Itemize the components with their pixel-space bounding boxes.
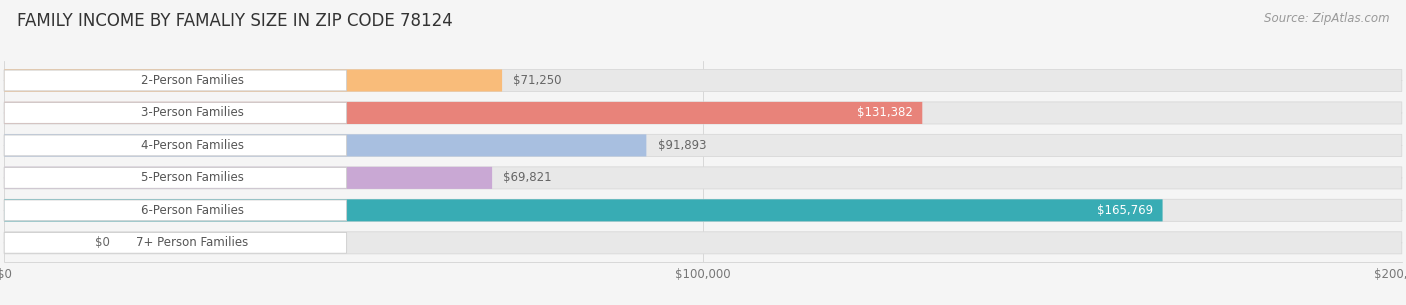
Text: $0: $0 bbox=[96, 236, 110, 249]
FancyBboxPatch shape bbox=[4, 102, 1402, 124]
FancyBboxPatch shape bbox=[4, 70, 1402, 92]
FancyBboxPatch shape bbox=[4, 102, 347, 123]
Text: 5-Person Families: 5-Person Families bbox=[141, 171, 245, 185]
Text: Source: ZipAtlas.com: Source: ZipAtlas.com bbox=[1264, 12, 1389, 25]
FancyBboxPatch shape bbox=[4, 200, 347, 221]
FancyBboxPatch shape bbox=[4, 199, 1402, 221]
Text: $71,250: $71,250 bbox=[513, 74, 562, 87]
FancyBboxPatch shape bbox=[4, 135, 1402, 156]
Text: $91,893: $91,893 bbox=[658, 139, 706, 152]
Text: FAMILY INCOME BY FAMALIY SIZE IN ZIP CODE 78124: FAMILY INCOME BY FAMALIY SIZE IN ZIP COD… bbox=[17, 12, 453, 30]
Text: 7+ Person Families: 7+ Person Families bbox=[136, 236, 249, 249]
Text: 6-Person Families: 6-Person Families bbox=[141, 204, 245, 217]
FancyBboxPatch shape bbox=[4, 167, 347, 188]
FancyBboxPatch shape bbox=[4, 199, 1163, 221]
Text: 4-Person Families: 4-Person Families bbox=[141, 139, 245, 152]
Text: $69,821: $69,821 bbox=[503, 171, 553, 185]
FancyBboxPatch shape bbox=[4, 135, 647, 156]
FancyBboxPatch shape bbox=[4, 232, 347, 253]
Text: $131,382: $131,382 bbox=[856, 106, 912, 120]
Text: 2-Person Families: 2-Person Families bbox=[141, 74, 245, 87]
Text: $165,769: $165,769 bbox=[1097, 204, 1153, 217]
FancyBboxPatch shape bbox=[4, 70, 502, 92]
FancyBboxPatch shape bbox=[4, 167, 492, 189]
FancyBboxPatch shape bbox=[4, 135, 347, 156]
FancyBboxPatch shape bbox=[4, 70, 347, 91]
Text: 3-Person Families: 3-Person Families bbox=[141, 106, 245, 120]
FancyBboxPatch shape bbox=[4, 232, 1402, 254]
FancyBboxPatch shape bbox=[4, 167, 1402, 189]
FancyBboxPatch shape bbox=[4, 102, 922, 124]
